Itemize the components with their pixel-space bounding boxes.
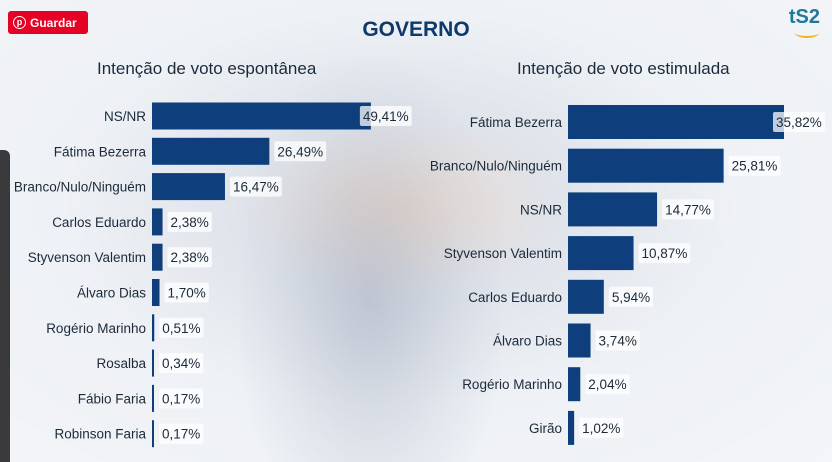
stimulated-value-label-bg: [772, 112, 825, 132]
spontaneous-category-label: Fátima Bezerra: [54, 144, 147, 159]
page-title: GOVERNO: [362, 18, 470, 41]
stimulated-value-label: 1,02%: [582, 421, 620, 436]
spontaneous-category-label: Robinson Faria: [54, 427, 146, 442]
stimulated-bar: [568, 323, 591, 358]
spontaneous-value-label: 2,38%: [171, 215, 209, 230]
spontaneous-bar: [152, 102, 371, 130]
stimulated-value-label: 3,74%: [599, 334, 637, 349]
stimulated-value-label-bg: [579, 417, 624, 438]
spontaneous-category-label: Styvenson Valentim: [28, 250, 146, 265]
spontaneous-category-label: Carlos Eduardo: [52, 215, 146, 230]
stimulated-bar: [568, 410, 575, 445]
spontaneous-value-label: 0,34%: [162, 356, 200, 371]
stimulated-bar: [568, 279, 604, 314]
stimulated-value-label: 14,77%: [665, 202, 711, 217]
pinterest-save-button[interactable]: p Guardar: [8, 11, 88, 34]
spontaneous-bar: [152, 384, 154, 412]
stimulated-value-label-bg: [662, 199, 714, 220]
spontaneous-value-label: 2,38%: [171, 250, 209, 265]
stimulated-category-label: Girão: [529, 421, 562, 436]
spontaneous-value-label-bg: [274, 141, 327, 162]
spontaneous-value-label-bg: [159, 353, 204, 374]
spontaneous-value-label: 1,70%: [168, 286, 206, 301]
spontaneous-value-label-bg: [229, 176, 282, 197]
stimulated-value-label: 5,94%: [612, 290, 650, 305]
spontaneous-value-label: 0,51%: [162, 321, 200, 336]
spontaneous-bar: [152, 279, 160, 306]
stimulated-category-label: Fátima Bezerra: [470, 115, 563, 130]
spontaneous-bar: [152, 208, 163, 236]
logo-arc-icon: [794, 28, 819, 38]
stimulated-value-label: 10,87%: [642, 246, 688, 261]
spontaneous-category-label: NS/NR: [104, 109, 146, 124]
spontaneous-bar: [152, 349, 154, 377]
spontaneous-value-label: 0,17%: [162, 391, 200, 406]
spontaneous-value-label: 49,41%: [363, 109, 409, 124]
spontaneous-category-label: Fábio Faria: [78, 391, 147, 406]
stimulated-bar: [568, 148, 724, 183]
stimulated-category-label: Rogério Marinho: [462, 377, 562, 392]
spontaneous-value-label-bg: [164, 282, 209, 303]
side-panel-edge: [0, 150, 10, 462]
spontaneous-bar: [152, 420, 154, 448]
spontaneous-category-label: Rosalba: [96, 356, 146, 371]
stimulated-category-label: NS/NR: [520, 202, 562, 217]
spontaneous-bar: [152, 243, 163, 271]
stimulated-value-label: 35,82%: [776, 115, 822, 130]
spontaneous-value-label: 26,49%: [277, 144, 323, 159]
chart-title-spontaneous: Intenção de voto espontânea: [97, 59, 317, 78]
spontaneous-bar: [152, 137, 270, 165]
spontaneous-value-label-bg: [159, 317, 204, 338]
stimulated-category-label: Carlos Eduardo: [468, 290, 562, 305]
spontaneous-bar: [152, 314, 155, 342]
spontaneous-category-label: Álvaro Dias: [77, 286, 146, 301]
spontaneous-value-label-bg: [167, 247, 212, 268]
stimulated-category-label: Styvenson Valentim: [444, 246, 562, 261]
spontaneous-value-label-bg: [359, 106, 412, 126]
stimulated-bar: [568, 236, 634, 271]
stimulated-category-label: Álvaro Dias: [493, 334, 562, 349]
stimulated-category-label: Branco/Nulo/Ninguém: [430, 159, 562, 174]
spontaneous-value-label: 0,17%: [162, 427, 200, 442]
logo: tS2: [788, 6, 820, 38]
spontaneous-category-label: Branco/Nulo/Ninguém: [14, 180, 146, 195]
logo-text: tS2: [788, 6, 820, 28]
stimulated-value-label: 2,04%: [588, 377, 626, 392]
stimulated-bar: [568, 367, 581, 402]
stimulated-bar: [568, 192, 658, 227]
chart-title-stimulated: Intenção de voto estimulada: [517, 59, 730, 78]
pinterest-save-label: Guardar: [30, 15, 77, 30]
stimulated-value-label-bg: [608, 286, 654, 307]
spontaneous-bar: [152, 173, 225, 201]
stimulated-value-label-bg: [728, 155, 781, 176]
spontaneous-value-label-bg: [159, 423, 204, 444]
pinterest-icon: p: [13, 16, 26, 29]
spontaneous-value-label-bg: [159, 388, 204, 409]
spontaneous-category-label: Rogério Marinho: [46, 321, 146, 336]
stimulated-bar: [568, 105, 784, 139]
stimulated-value-label: 25,81%: [732, 159, 778, 174]
stimulated-value-label-bg: [595, 330, 640, 351]
stimulated-value-label-bg: [638, 243, 691, 264]
stimulated-value-label-bg: [585, 374, 630, 395]
spontaneous-value-label-bg: [167, 211, 212, 232]
spontaneous-value-label: 16,47%: [233, 180, 279, 195]
